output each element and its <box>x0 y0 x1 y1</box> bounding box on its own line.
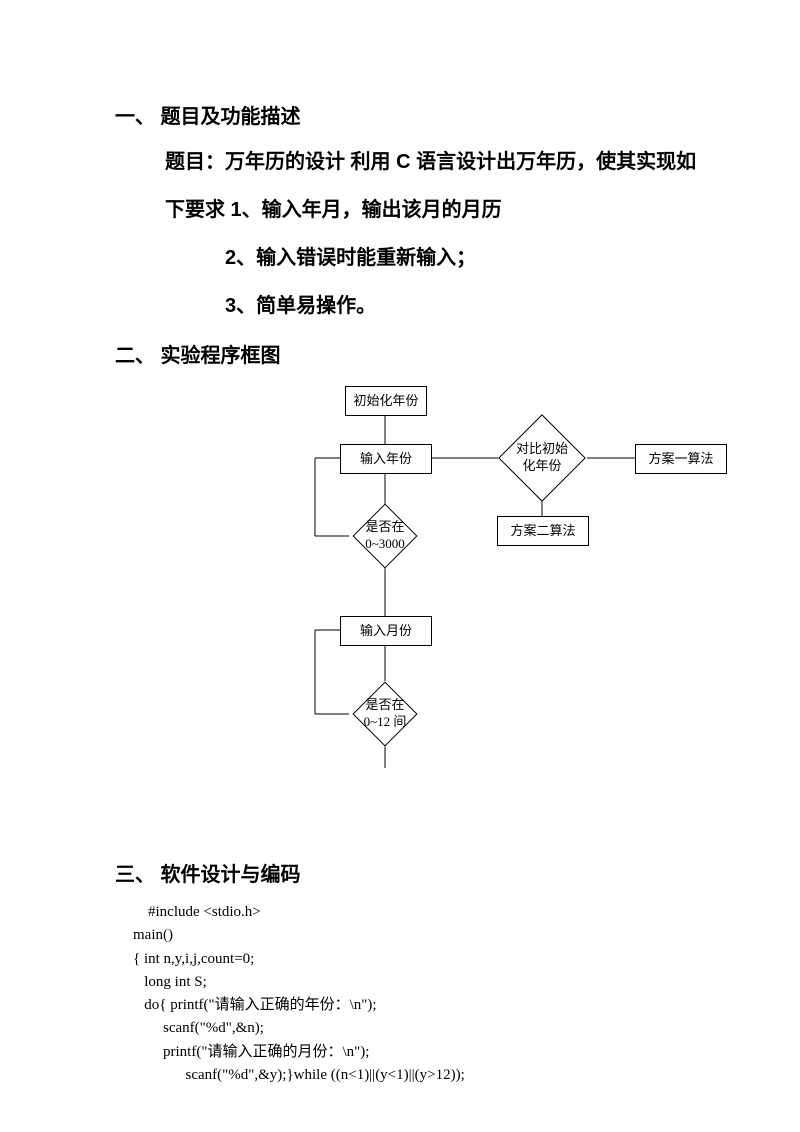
diamond-range-3000: 是否在 0~3000 <box>362 513 408 559</box>
diamond-range-12-label: 是否在 0~12 间 <box>364 697 407 731</box>
section1-heading: 一、 题目及功能描述 <box>115 100 700 129</box>
section1-line3: 2、输入错误时能重新输入； <box>115 243 700 273</box>
section2-heading: 二、 实验程序框图 <box>115 339 700 368</box>
box-plan1: 方案一算法 <box>635 444 727 474</box>
flowchart: 初始化年份 输入年份 对比初始 化年份 方案一算法 方案二算法 是否在 0~30… <box>195 386 755 826</box>
diamond-compare: 对比初始 化年份 <box>511 427 573 489</box>
diamond-compare-label: 对比初始 化年份 <box>516 441 568 475</box>
section3-heading: 三、 软件设计与编码 <box>115 858 700 887</box>
section1-line2: 下要求 1、输入年月，输出该月的月历 <box>115 195 700 225</box>
code-block: #include <stdio.h> main() { int n,y,i,j,… <box>133 901 700 1087</box>
section1-line1: 题目：万年历的设计 利用 C 语言设计出万年历，使其实现如 <box>115 147 700 177</box>
diamond-range-12: 是否在 0~12 间 <box>362 691 408 737</box>
box-plan2: 方案二算法 <box>497 516 589 546</box>
box-input-month: 输入月份 <box>340 616 432 646</box>
section1-line4: 3、简单易操作。 <box>115 291 700 321</box>
box-input-year: 输入年份 <box>340 444 432 474</box>
box-init-year: 初始化年份 <box>345 386 427 416</box>
diamond-range-3000-label: 是否在 0~3000 <box>365 519 405 553</box>
